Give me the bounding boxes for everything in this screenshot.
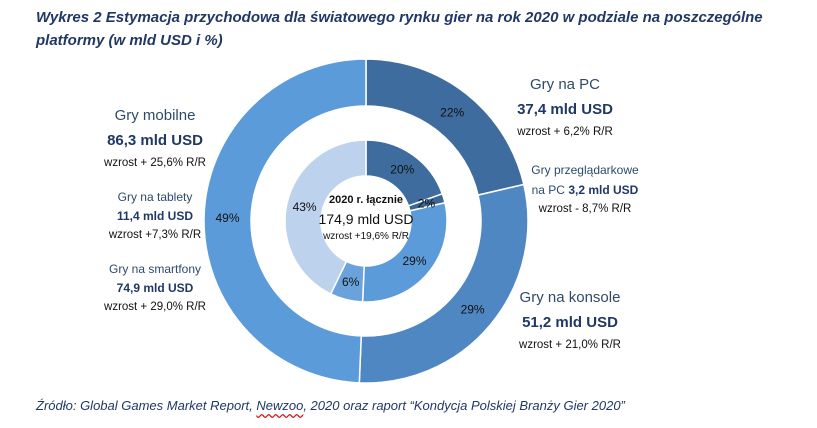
source-text-end: , 2020 oraz raport “Kondycja Polskiej Br… — [303, 398, 625, 413]
label-smartphones: Gry na smartfony 74,9 mld USD wzrost + 2… — [75, 262, 235, 313]
label-mobile-value: 86,3 mld USD — [107, 132, 203, 149]
outer-segment-label-1: 22% — [440, 106, 464, 120]
outer-segment-3 — [203, 58, 367, 384]
label-browser-line2: na PC 3,2 mld USD — [520, 183, 650, 197]
label-browser: Gry przeglądarkowe na PC 3,2 mld USD wzr… — [520, 163, 650, 215]
inner-segment-label-3: 29% — [402, 254, 426, 268]
chart-title: Wykres 2 Estymacja przychodowa dla świat… — [36, 9, 763, 49]
label-mobile-name: Gry mobilne — [114, 107, 196, 124]
center-summary: 2020 r. łącznie 174,9 mld USD wzrost +19… — [306, 194, 426, 242]
label-smartphones-value: 74,9 mld USD — [116, 281, 194, 295]
label-console-growth: wzrost + 21,0% R/R — [519, 339, 621, 351]
label-smartphones-growth: wzrost + 29,0% R/R — [104, 301, 206, 313]
label-smartphones-name: Gry na smartfony — [108, 262, 202, 276]
inner-segment-5 — [284, 139, 367, 295]
label-pc-value: 37,4 mld USD — [517, 101, 613, 118]
label-pc-name: Gry na PC — [529, 76, 601, 93]
center-year: 2020 r. łącznie — [329, 194, 403, 206]
label-mobile-growth: wzrost + 25,6% R/R — [104, 157, 206, 169]
label-browser-value: 3,2 mld USD — [568, 183, 639, 197]
ring-labels: 22% 29% 49% 20% 2% 29% 6% 43% — [216, 106, 485, 317]
inner-segment-label-2: 2% — [418, 196, 436, 210]
label-tablets: Gry na tablety 11,4 mld USD wzrost +7,3%… — [80, 190, 230, 241]
inner-segment-3 — [361, 201, 448, 303]
center-total: 174,9 mld USD — [318, 211, 414, 227]
inner-segment-label-5: 43% — [293, 200, 317, 214]
label-mobile: Gry mobilne 86,3 mld USD wzrost + 25,6% … — [80, 107, 230, 169]
outer-segment-label-3: 49% — [216, 211, 240, 225]
inner-segment-label-1: 20% — [390, 163, 414, 177]
outer-ring — [203, 58, 529, 384]
label-tablets-growth: wzrost +7,3% R/R — [108, 229, 202, 241]
label-console-name: Gry na konsole — [519, 289, 621, 306]
inner-ring — [284, 139, 448, 303]
label-browser-name: Gry przeglądarkowe — [531, 163, 639, 177]
outer-segment-2 — [358, 183, 529, 384]
label-pc-growth: wzrost + 6,2% R/R — [517, 126, 613, 138]
source-note: Źródło: Global Games Market Report, Newz… — [36, 398, 816, 413]
label-browser-growth: wzrost - 8,7% R/R — [538, 203, 632, 215]
label-console: Gry na konsole 51,2 mld USD wzrost + 21,… — [500, 289, 640, 351]
center-growth: wzrost +19,6% R/R — [323, 231, 409, 242]
label-pc: Gry na PC 37,4 mld USD wzrost + 6,2% R/R — [500, 76, 630, 138]
label-tablets-value: 11,4 mld USD — [116, 209, 194, 223]
label-tablets-name: Gry na tablety — [117, 190, 193, 204]
label-browser-name2: na PC — [531, 183, 565, 197]
label-console-value: 51,2 mld USD — [522, 314, 618, 331]
source-text-start: Źródło: Global Games Market Report, — [36, 398, 257, 413]
source-newzoo: Newzoo — [256, 398, 304, 413]
outer-segment-label-2: 29% — [461, 302, 485, 316]
inner-segment-label-4: 6% — [342, 275, 360, 289]
